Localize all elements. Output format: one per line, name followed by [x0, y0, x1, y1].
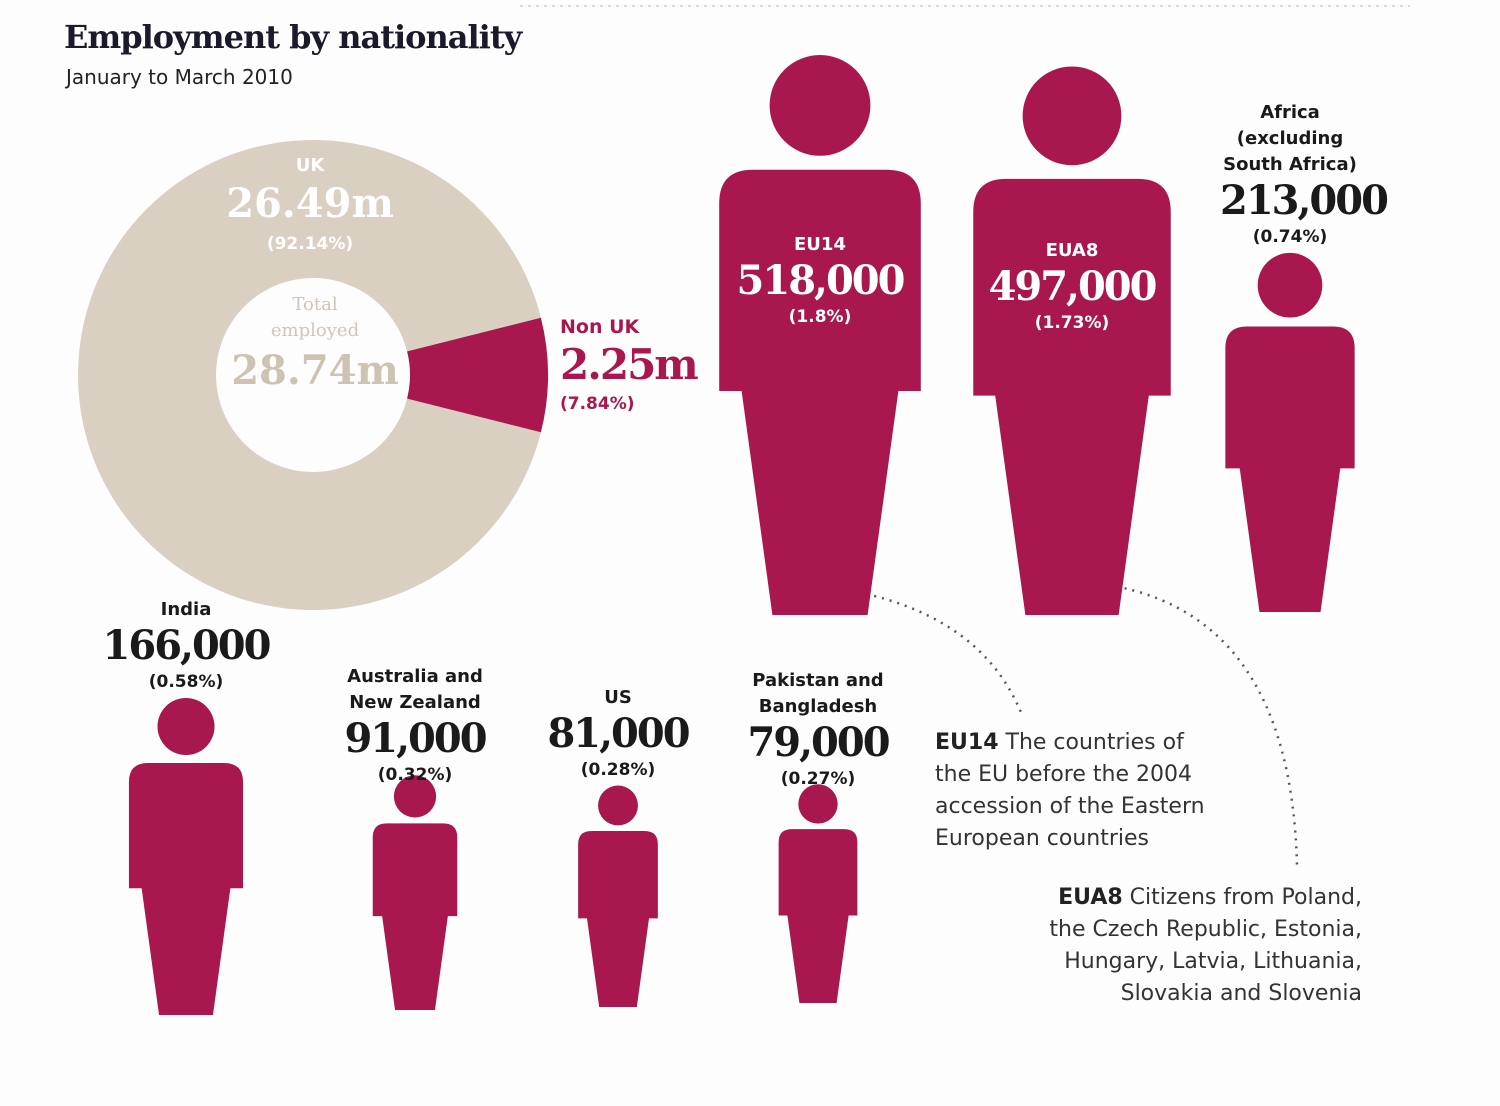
share-label: (0.58%)	[148, 672, 224, 692]
leader-eu14	[834, 586, 1024, 716]
value-label: 518,000	[736, 257, 906, 304]
note-term: EUA8	[1058, 885, 1123, 910]
figure-label: EU14 518,000 (1.8%)	[720, 232, 920, 330]
center-value: 28.74m	[231, 347, 399, 394]
segment-label: UK	[296, 155, 326, 176]
share-label: (0.27%)	[780, 769, 856, 789]
note-text: Citizens from Poland, the Czech Republic…	[1049, 885, 1362, 1006]
segment-label: Non UK	[560, 316, 640, 338]
category-label: Australia and New Zealand	[347, 666, 483, 713]
note-text: The countries of the EU before the 2004 …	[935, 730, 1205, 851]
value-label: 91,000	[344, 715, 487, 762]
note: EUA8 Citizens from Poland, the Czech Rep…	[1022, 882, 1362, 1010]
figure-label: Australia and New Zealand 91,000 (0.32%)	[333, 664, 498, 788]
value-label: 497,000	[988, 263, 1158, 310]
category-label: Africa (excluding South Africa)	[1223, 102, 1357, 175]
person-figure	[1225, 252, 1355, 612]
chart-title: Employment by nationality	[64, 18, 522, 56]
category-label: EU14	[794, 234, 846, 255]
donut-segment	[77, 140, 541, 610]
figure-label: EUA8 497,000 (1.73%)	[972, 238, 1172, 336]
person-figure	[719, 54, 921, 615]
person-figure	[973, 66, 1171, 615]
chart-subtitle: January to March 2010	[66, 65, 293, 89]
category-label: Pakistan and Bangladesh	[752, 670, 884, 717]
category-label: India	[160, 599, 212, 620]
segment-share: (92.14%)	[267, 234, 353, 254]
figure-label: Pakistan and Bangladesh 79,000 (0.27%)	[738, 668, 898, 792]
figure-label: US 81,000 (0.28%)	[536, 685, 701, 783]
value-label: 213,000	[1220, 177, 1389, 224]
share-label: (1.8%)	[788, 307, 852, 327]
category-label: US	[604, 687, 632, 708]
segment-share: (7.84%)	[560, 394, 635, 414]
figure-label: India 166,000 (0.58%)	[86, 597, 286, 695]
note: EU14 The countries of the EU before the …	[935, 727, 1225, 855]
donut-segment	[407, 317, 548, 433]
share-label: (0.28%)	[580, 760, 656, 780]
share-label: (0.32%)	[377, 765, 453, 785]
center-label: Total employed	[270, 294, 360, 341]
value-label: 166,000	[102, 622, 272, 669]
person-figure	[128, 697, 244, 1015]
person-figure	[778, 784, 858, 1003]
person-figure	[372, 775, 458, 1010]
value-label: 81,000	[547, 710, 690, 757]
figure-label: Africa (excluding South Africa) 213,000 (0…	[1220, 100, 1389, 250]
share-label: (0.74%)	[1252, 227, 1328, 247]
share-label: (1.73%)	[1034, 313, 1110, 333]
category-label: EUA8	[1045, 240, 1099, 261]
person-figure	[578, 785, 658, 1007]
value-label: 79,000	[747, 719, 890, 766]
segment-amount: 2.25m	[560, 340, 699, 389]
segment-amount: 26.49m	[226, 180, 394, 227]
note-term: EU14	[935, 730, 999, 755]
